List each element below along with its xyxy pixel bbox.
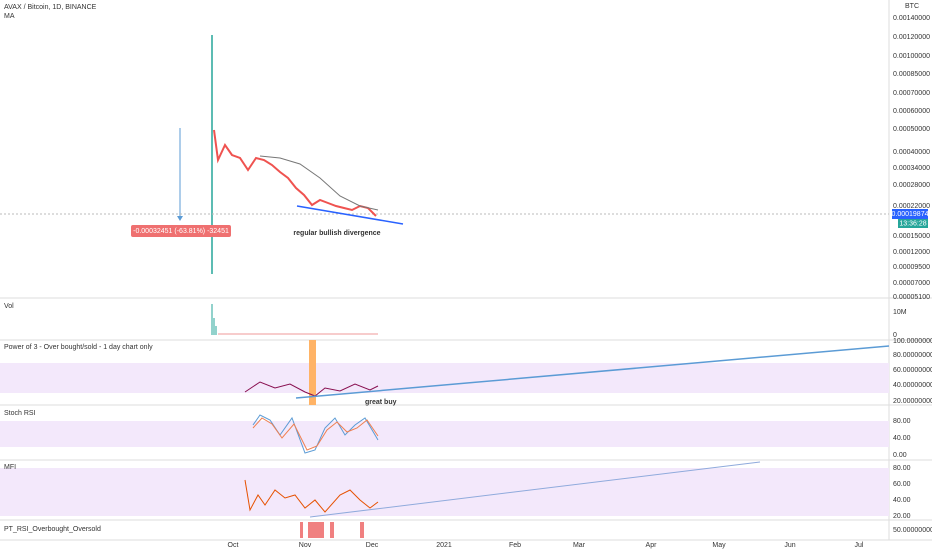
mfi-band <box>0 468 889 516</box>
pane-title: PT_RSI_Overbought_Oversold <box>4 526 101 533</box>
time-axis-label: Feb <box>509 542 521 549</box>
time-axis-label: Mar <box>573 542 586 549</box>
pane-axis-label: 60.00000000 <box>893 367 932 374</box>
measure-box <box>131 225 231 237</box>
time-axis-label: Apr <box>646 542 658 549</box>
pane-axis-label: 40.00 <box>893 435 911 442</box>
price-axis-label: 0.00015000 <box>893 233 930 240</box>
pane-axis-label: 80.00 <box>893 465 911 472</box>
signal-bar <box>330 522 334 538</box>
pane-axis-label: 80.00000000 <box>893 352 932 359</box>
last-price-box <box>892 209 928 219</box>
annotation: great buy <box>365 399 397 406</box>
time-axis-label: May <box>712 542 726 549</box>
price-candles <box>213 129 377 217</box>
arrow-head <box>177 216 183 221</box>
signal-bar <box>308 522 324 538</box>
price-axis-label: 0.00040000 <box>893 149 930 156</box>
price-axis-label: 0.00050000 <box>893 126 930 133</box>
pane-axis-label: 40.00000000 <box>893 382 932 389</box>
time-axis-label: Dec <box>366 542 379 549</box>
divergence-trendline <box>296 205 404 225</box>
ob-os-band <box>0 363 889 393</box>
pane-title: Stoch RSI <box>4 410 36 417</box>
measure-label: -0.00032451 (-63.81%) -32451 <box>133 228 229 235</box>
chart-title: AVAX / Bitcoin, 1D, BINANCE <box>4 4 97 11</box>
unit: BTC <box>905 3 919 10</box>
price-axis-label: 0.00070000 <box>893 90 930 97</box>
pane-title: MFI <box>4 464 16 471</box>
countdown-box <box>898 219 928 228</box>
pane-axis-label: 0.00 <box>893 452 907 459</box>
time-axis-label: 2021 <box>436 542 452 549</box>
signal-bar <box>300 522 303 538</box>
time-axis-label: Jun <box>784 542 795 549</box>
pane-title: Vol <box>4 303 14 310</box>
last-price: 0.00019874 <box>892 211 929 218</box>
time-axis-label: Oct <box>228 542 239 549</box>
annotation: regular bullish divergence <box>293 230 380 237</box>
price-axis-label: 0.00012000 <box>893 249 930 256</box>
price-axis-label: 0.00100000 <box>893 53 930 60</box>
price-axis-label: 0.00009500 <box>893 264 930 271</box>
trendline <box>295 345 890 399</box>
pane-axis-label: 40.00 <box>893 497 911 504</box>
indicator-name: MA <box>4 13 15 20</box>
trendline <box>309 461 761 518</box>
price-axis-label: 0.00022000 <box>893 203 930 210</box>
pane-axis-label: 60.00 <box>893 481 911 488</box>
price-axis-label: 0.00120000 <box>893 34 930 41</box>
price-axis-label: 0.00028000 <box>893 182 930 189</box>
pane-axis-label: 100.00000000 <box>893 338 932 345</box>
pane-axis-label: 0 <box>893 332 897 339</box>
price-axis-label: 0.00005100 <box>893 294 930 301</box>
mfi-line <box>244 479 379 513</box>
stoch-d <box>252 417 379 451</box>
pane-axis-label: 80.00 <box>893 418 911 425</box>
time-axis-label: Nov <box>299 542 312 549</box>
price-axis-label: 0.00140000 <box>893 15 930 22</box>
price-axis-label: 0.00085000 <box>893 71 930 78</box>
price-axis-label: 0.00007000 <box>893 280 930 287</box>
pane-axis-label: 20.00000000 <box>893 398 932 405</box>
highlight-bar <box>309 340 316 405</box>
volume-bars <box>211 304 378 335</box>
time-axis-label: Jul <box>855 542 864 549</box>
stoch-band <box>0 421 889 447</box>
signal-bar <box>360 522 364 538</box>
moving-average <box>259 155 379 211</box>
stoch-k <box>252 414 379 454</box>
pane-axis-label: 50.00000000 <box>893 527 932 534</box>
pane-title: Power of 3 - Over bought/sold - 1 day ch… <box>4 344 153 351</box>
price-axis-label: 0.00060000 <box>893 108 930 115</box>
pane-axis-label: 20.00 <box>893 513 911 520</box>
countdown: 13:36:28 <box>899 220 926 227</box>
price-axis-label: 0.00034000 <box>893 165 930 172</box>
pane-axis-label: 10M <box>893 309 907 316</box>
